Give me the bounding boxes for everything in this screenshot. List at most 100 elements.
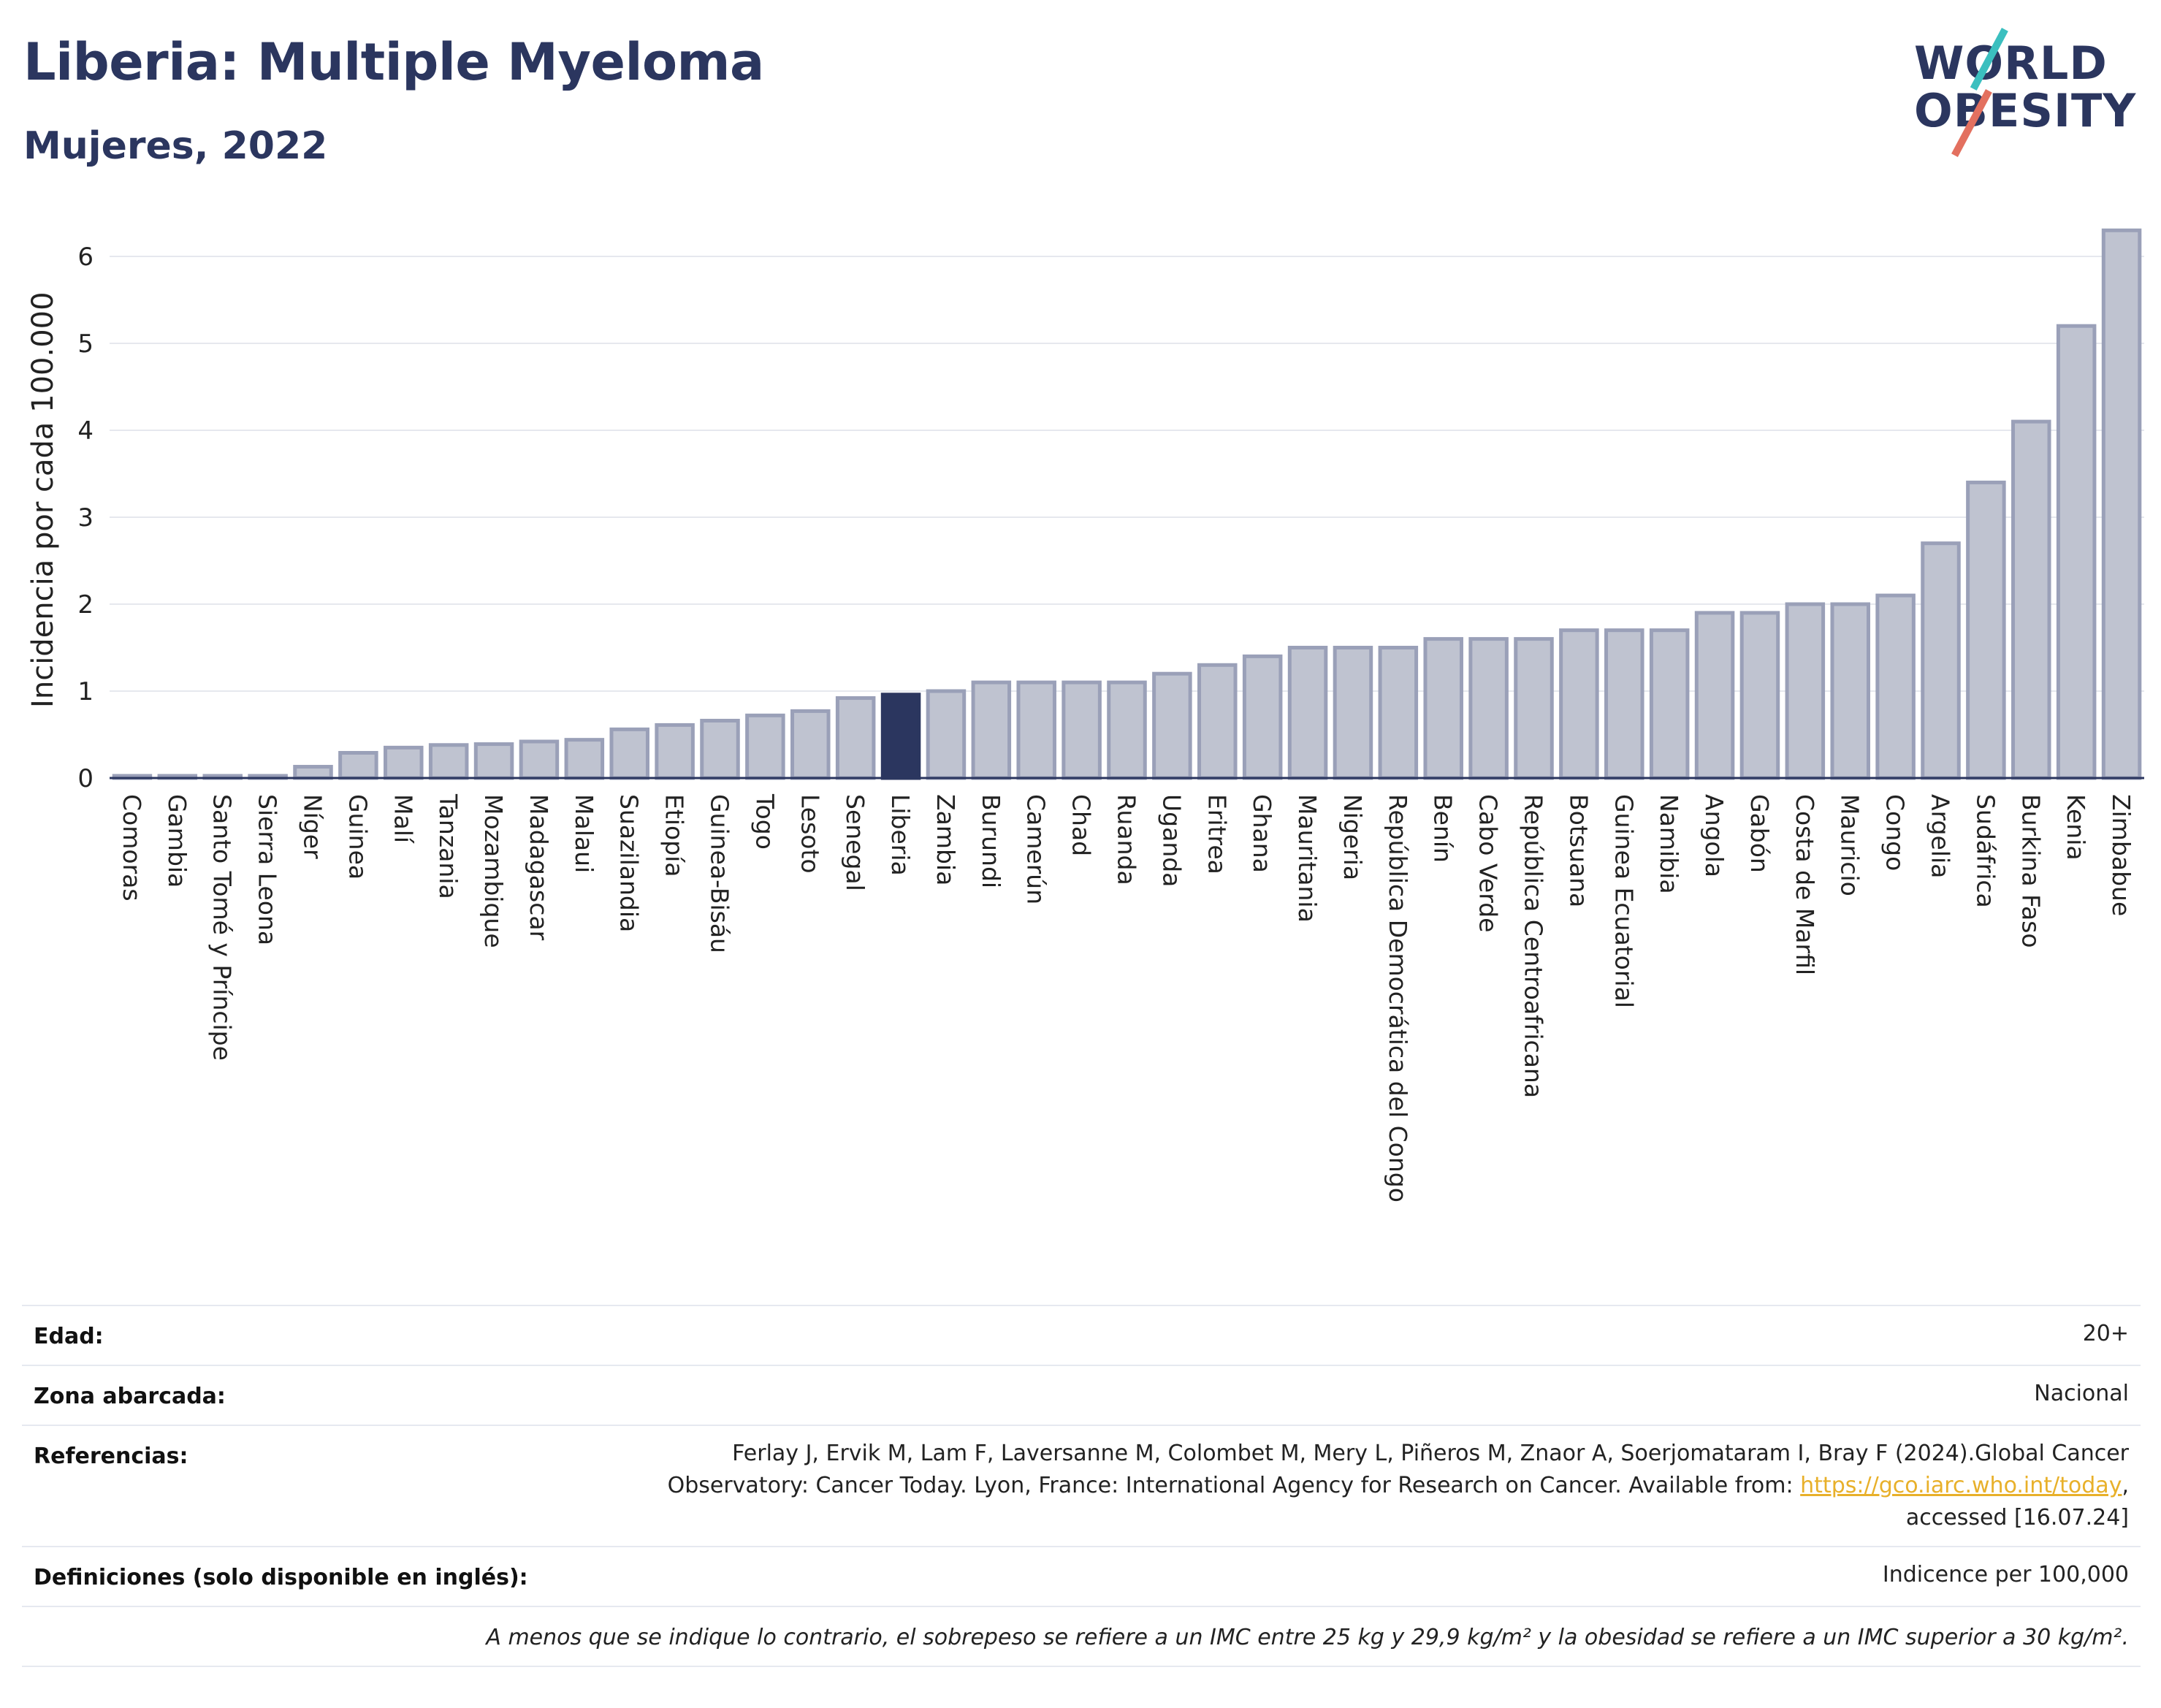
bar-senegal <box>835 696 876 780</box>
x-tick-label: Togo <box>750 793 779 850</box>
bar-república-centroafricana <box>1514 637 1554 780</box>
x-tick-label: Sierra Leona <box>254 794 282 945</box>
logo-line-2: OBESITY <box>1914 84 2137 137</box>
x-tick-label: Argelia <box>1926 794 1955 878</box>
x-tick-label: Liberia <box>886 794 915 876</box>
references-line-2: Observatory: Cancer Today. Lyon, France:… <box>668 1470 2129 1502</box>
x-tick-label: Zambia <box>931 794 960 885</box>
x-tick-label: Sudáfrica <box>1971 794 2000 908</box>
x-tick-label: Eritrea <box>1203 794 1231 874</box>
y-tick-label: 2 <box>77 590 94 619</box>
bar-togo <box>745 713 785 780</box>
bar-camerún <box>1016 680 1056 780</box>
x-tick-label: Lesoto <box>796 794 824 874</box>
x-tick-label: Ghana <box>1248 794 1276 873</box>
bar-etiopía <box>655 723 695 780</box>
y-tick-labels: 0 1 2 3 4 5 6 <box>77 243 94 793</box>
x-tick-label: Kenia <box>2062 794 2090 861</box>
area-label: Zona abarcada: <box>34 1384 226 1409</box>
overweight-note: A menos que se indique lo contrario, el … <box>486 1625 2129 1650</box>
x-tick-label: Guinea <box>343 794 372 880</box>
bar-mozambique <box>473 742 514 780</box>
row-age: Edad: 20+ <box>22 1305 2141 1366</box>
x-tick-label: Gambia <box>163 794 191 888</box>
bar-república-democrática-del-congo <box>1378 646 1419 780</box>
y-tick-label: 3 <box>77 503 94 533</box>
bar-argelia <box>1921 541 1961 780</box>
bar-mauricio <box>1830 602 1870 780</box>
bar-congo <box>1875 593 1916 780</box>
bar-gabón <box>1739 611 1780 780</box>
x-tick-label: Comoras <box>118 794 146 901</box>
bar-liberia <box>880 693 921 780</box>
definitions-label: Definiciones (solo disponible en inglés)… <box>34 1565 528 1590</box>
bar-uganda <box>1152 671 1192 780</box>
page-subtitle: Mujeres, 2022 <box>23 124 328 168</box>
x-tick-label: Guinea-Bisáu <box>706 794 734 953</box>
bar-sudáfrica <box>1966 480 2006 780</box>
bar-malí <box>384 745 424 780</box>
age-label: Edad: <box>34 1324 104 1349</box>
page-title: Liberia: Multiple Myeloma <box>23 32 764 92</box>
x-tick-label: Mauritania <box>1293 794 1322 923</box>
x-tick-labels: Comoras Gambia Santo Tomé y Príncipe Sierra… <box>118 793 2135 1202</box>
x-tick-label: Costa de Marfil <box>1791 794 1819 975</box>
row-note: A menos que se indique lo contrario, el … <box>22 1606 2141 1667</box>
table-bottom-border <box>22 1666 2141 1667</box>
bar-madagascar <box>519 739 560 780</box>
references-value: Ferlay J, Ervik M, Lam F, Laversanne M, … <box>668 1438 2129 1534</box>
references-link[interactable]: https://gco.iarc.who.int/today <box>1800 1473 2122 1498</box>
bar-níger <box>293 765 333 780</box>
age-value: 20+ <box>2082 1321 2129 1346</box>
x-tick-label: Cabo Verde <box>1474 794 1503 932</box>
bar-chad <box>1062 680 1102 780</box>
references-line-2-text: Observatory: Cancer Today. Lyon, France:… <box>667 1473 1801 1498</box>
y-tick-label: 6 <box>77 243 94 272</box>
bar-eritrea <box>1197 663 1238 780</box>
bar-namibia <box>1649 628 1690 780</box>
bars <box>112 228 2142 780</box>
bar-guinea <box>338 750 378 780</box>
x-tick-label: Malí <box>389 794 417 845</box>
bar-mauritania <box>1287 646 1328 780</box>
x-tick-label: República Democrática del Congo <box>1384 794 1412 1202</box>
x-tick-label: Guinea Ecuatorial <box>1609 794 1638 1008</box>
x-tick-label: Senegal <box>841 794 869 891</box>
x-tick-label: Uganda <box>1157 794 1186 887</box>
bar-angola <box>1694 611 1735 780</box>
x-tick-label: Tanzania <box>434 793 462 899</box>
bar-chart: 0 1 2 3 4 5 6 Comoras Gambia Santo Tomé y Prínci… <box>26 228 2144 1202</box>
bar-botsuana <box>1559 628 1599 780</box>
bar-benín <box>1423 637 1463 780</box>
x-tick-label: Chad <box>1067 794 1096 856</box>
x-tick-label: Madagascar <box>525 794 553 941</box>
row-definitions: Definiciones (solo disponible en inglés)… <box>22 1546 2141 1607</box>
x-tick-label: República Centroafricana <box>1520 794 1548 1098</box>
x-tick-label: Etiopía <box>660 794 689 877</box>
references-line-3: accessed [16.07.24] <box>1905 1505 2129 1530</box>
bar-costa-de-marfil <box>1785 602 1826 780</box>
world-obesity-logo: WORLD OBESITY <box>1892 22 2155 157</box>
x-tick-label: Camerún <box>1022 794 1051 904</box>
bar-cabo-verde <box>1468 637 1509 780</box>
x-tick-label: Burundi <box>977 794 1005 888</box>
logo-line-1: WORLD <box>1914 37 2108 90</box>
bar-nigeria <box>1333 646 1373 780</box>
y-axis-label: Incidencia por cada 100.000 <box>26 291 60 708</box>
references-line-2-comma: , <box>2122 1473 2129 1498</box>
bar-guinea-ecuatorial <box>1604 628 1644 780</box>
bar-suazilandia <box>609 727 649 780</box>
y-tick-label: 1 <box>77 677 94 706</box>
x-tick-label: Nigeria <box>1338 794 1367 880</box>
y-tick-label: 0 <box>77 764 94 793</box>
x-tick-label: Mozambique <box>479 794 508 948</box>
x-tick-label: Botsuana <box>1564 794 1593 907</box>
bar-kenia <box>2056 324 2097 780</box>
x-tick-label: Benín <box>1429 794 1457 863</box>
bar-malaui <box>564 738 605 780</box>
x-tick-label: Níger <box>299 794 327 859</box>
x-tick-label: Zimbabue <box>2107 794 2135 916</box>
row-area: Zona abarcada: Nacional <box>22 1365 2141 1426</box>
y-tick-label: 5 <box>77 329 94 359</box>
bar-lesoto <box>790 709 831 780</box>
